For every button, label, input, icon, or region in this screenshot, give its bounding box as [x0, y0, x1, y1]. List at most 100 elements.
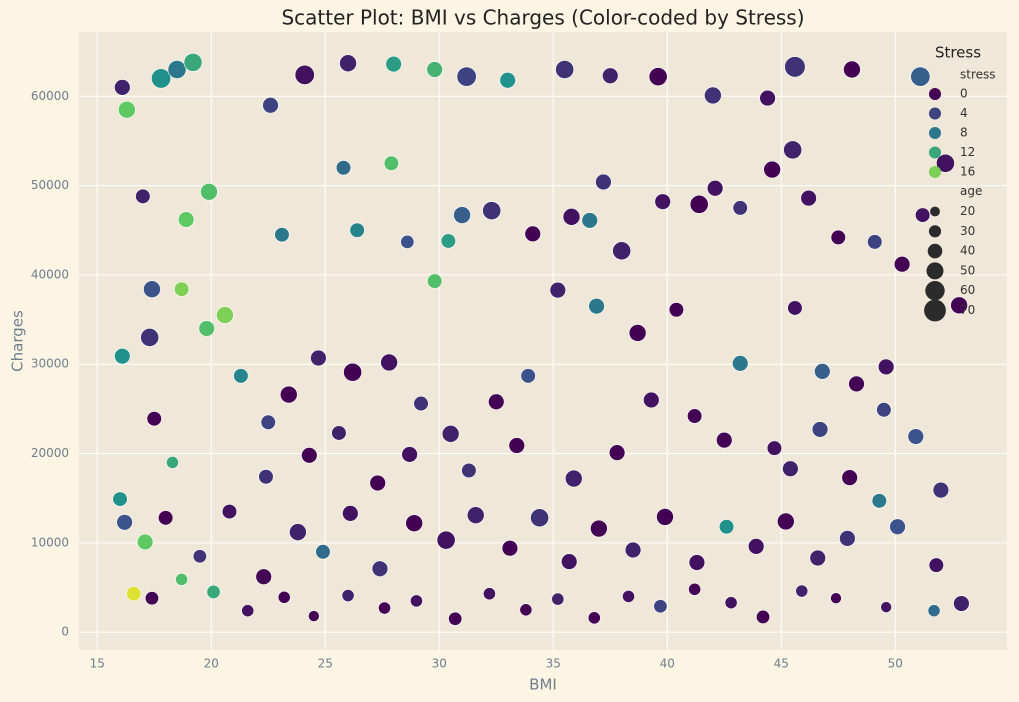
scatter-point [910, 66, 931, 87]
scatter-point [174, 281, 190, 297]
x-tick-label: 25 [318, 657, 333, 671]
scatter-point [688, 554, 706, 571]
scatter-point [950, 296, 968, 315]
scatter-point [241, 604, 255, 618]
scatter-point [704, 86, 722, 105]
legend-subtitle: stress [960, 68, 996, 82]
scatter-point [777, 512, 795, 531]
scatter-point [936, 153, 955, 173]
legend-label: 12 [960, 145, 975, 159]
scatter-point [928, 557, 944, 573]
scatter-point [653, 599, 668, 614]
scatter-point [587, 611, 601, 625]
scatter-point [524, 225, 541, 243]
scatter-point [369, 474, 386, 492]
scatter-point [562, 208, 581, 226]
scatter-point [756, 609, 771, 624]
legend-swatch [926, 262, 944, 280]
legend-swatch [927, 243, 943, 259]
legend-label: 8 [960, 126, 968, 140]
scatter-point [811, 421, 829, 438]
scatter-point [590, 519, 608, 538]
scatter-point [787, 300, 803, 316]
x-tick-label: 35 [546, 657, 561, 671]
scatter-point [724, 596, 738, 610]
legend-swatch [929, 107, 941, 120]
scatter-point [166, 456, 179, 469]
scatter-point [289, 523, 307, 541]
legend-subtitle: age [960, 184, 982, 198]
scatter-point [643, 391, 660, 409]
scatter-point [732, 355, 749, 372]
y-tick-label: 40000 [31, 267, 69, 281]
scatter-point [158, 510, 174, 526]
scatter-point [848, 375, 865, 393]
scatter-point [499, 72, 516, 89]
scatter-point [453, 206, 471, 224]
x-tick-label: 15 [90, 657, 105, 671]
scatter-point [612, 241, 632, 261]
scatter-point [927, 604, 941, 618]
y-tick-label: 0 [61, 625, 69, 639]
scatter-point [401, 446, 418, 463]
scatter-point [561, 553, 578, 570]
scatter-point [880, 601, 892, 613]
scatter-point [144, 591, 159, 606]
scatter-point [814, 363, 831, 380]
scatter-point [689, 194, 709, 214]
y-axis-label: Charges [9, 310, 27, 372]
scatter-point [706, 180, 724, 197]
scatter-point [315, 544, 331, 560]
legend-label: 0 [960, 87, 968, 101]
scatter-point [378, 601, 391, 615]
scatter-point [549, 281, 567, 299]
scatter-point [668, 302, 684, 318]
scatter-point [126, 586, 142, 602]
scatter-point [501, 539, 519, 557]
scatter-point [783, 140, 803, 160]
scatter-point [608, 444, 626, 461]
scatter-point [426, 61, 443, 78]
scatter-point [483, 587, 496, 601]
legend-label: 30 [960, 224, 975, 238]
x-tick-label: 40 [660, 657, 675, 671]
scatter-point [114, 347, 131, 365]
legend-swatch [928, 225, 942, 238]
scatter-point [221, 503, 238, 520]
scatter-point [520, 368, 536, 384]
x-axis-label: BMI [529, 676, 557, 694]
legend-swatch [929, 166, 941, 178]
scatter-point [339, 54, 357, 73]
scatter-point [809, 549, 826, 567]
legend-swatch [929, 146, 941, 159]
scatter-point [555, 60, 575, 79]
scatter-point [274, 227, 290, 243]
scatter-point [310, 349, 327, 367]
scatter-point [151, 68, 172, 89]
scatter-point [255, 568, 272, 585]
x-tick-label: 20 [204, 657, 219, 671]
scatter-point [200, 183, 218, 201]
scatter-point [839, 530, 856, 547]
scatter-point [441, 425, 460, 443]
scatter-point [114, 79, 131, 96]
scatter-point [622, 590, 635, 603]
scatter-point [624, 541, 642, 559]
scatter-point [260, 414, 276, 430]
scatter-point [118, 100, 136, 119]
scatter-point [830, 592, 842, 605]
legend-label: 4 [960, 106, 968, 120]
scatter-point [766, 440, 783, 456]
scatter-point [488, 393, 505, 410]
y-tick-label: 20000 [31, 446, 69, 460]
scatter-point [907, 428, 924, 445]
scatter-point [800, 189, 817, 207]
legend-title: Stress [935, 44, 981, 62]
scatter-point [871, 493, 887, 509]
scatter-point [795, 584, 809, 598]
x-tick-label: 30 [432, 657, 447, 671]
scatter-point [177, 211, 195, 228]
scatter-point [385, 55, 402, 73]
scatter-point [294, 64, 315, 85]
